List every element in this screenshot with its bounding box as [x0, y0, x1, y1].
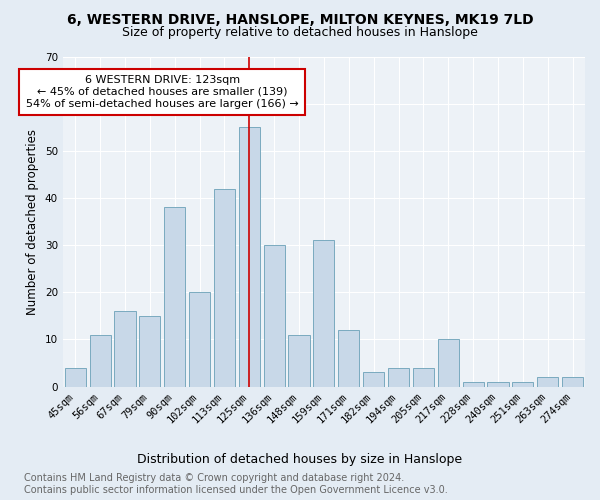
Bar: [487, 382, 509, 386]
Bar: [239, 127, 260, 386]
Bar: [289, 334, 310, 386]
Bar: [313, 240, 334, 386]
Bar: [164, 208, 185, 386]
Bar: [214, 188, 235, 386]
Bar: [388, 368, 409, 386]
Bar: [512, 382, 533, 386]
Bar: [189, 292, 210, 386]
Bar: [89, 334, 110, 386]
Bar: [562, 377, 583, 386]
Bar: [363, 372, 384, 386]
Bar: [263, 245, 285, 386]
Text: 6, WESTERN DRIVE, HANSLOPE, MILTON KEYNES, MK19 7LD: 6, WESTERN DRIVE, HANSLOPE, MILTON KEYNE…: [67, 12, 533, 26]
Bar: [537, 377, 558, 386]
Text: 6 WESTERN DRIVE: 123sqm
← 45% of detached houses are smaller (139)
54% of semi-d: 6 WESTERN DRIVE: 123sqm ← 45% of detache…: [26, 76, 299, 108]
Bar: [437, 340, 459, 386]
Text: Distribution of detached houses by size in Hanslope: Distribution of detached houses by size …: [137, 452, 463, 466]
Bar: [115, 311, 136, 386]
Text: Contains HM Land Registry data © Crown copyright and database right 2024.
Contai: Contains HM Land Registry data © Crown c…: [24, 474, 448, 495]
Bar: [65, 368, 86, 386]
Bar: [139, 316, 160, 386]
Text: Size of property relative to detached houses in Hanslope: Size of property relative to detached ho…: [122, 26, 478, 39]
Bar: [413, 368, 434, 386]
Y-axis label: Number of detached properties: Number of detached properties: [26, 128, 39, 314]
Bar: [463, 382, 484, 386]
Bar: [338, 330, 359, 386]
